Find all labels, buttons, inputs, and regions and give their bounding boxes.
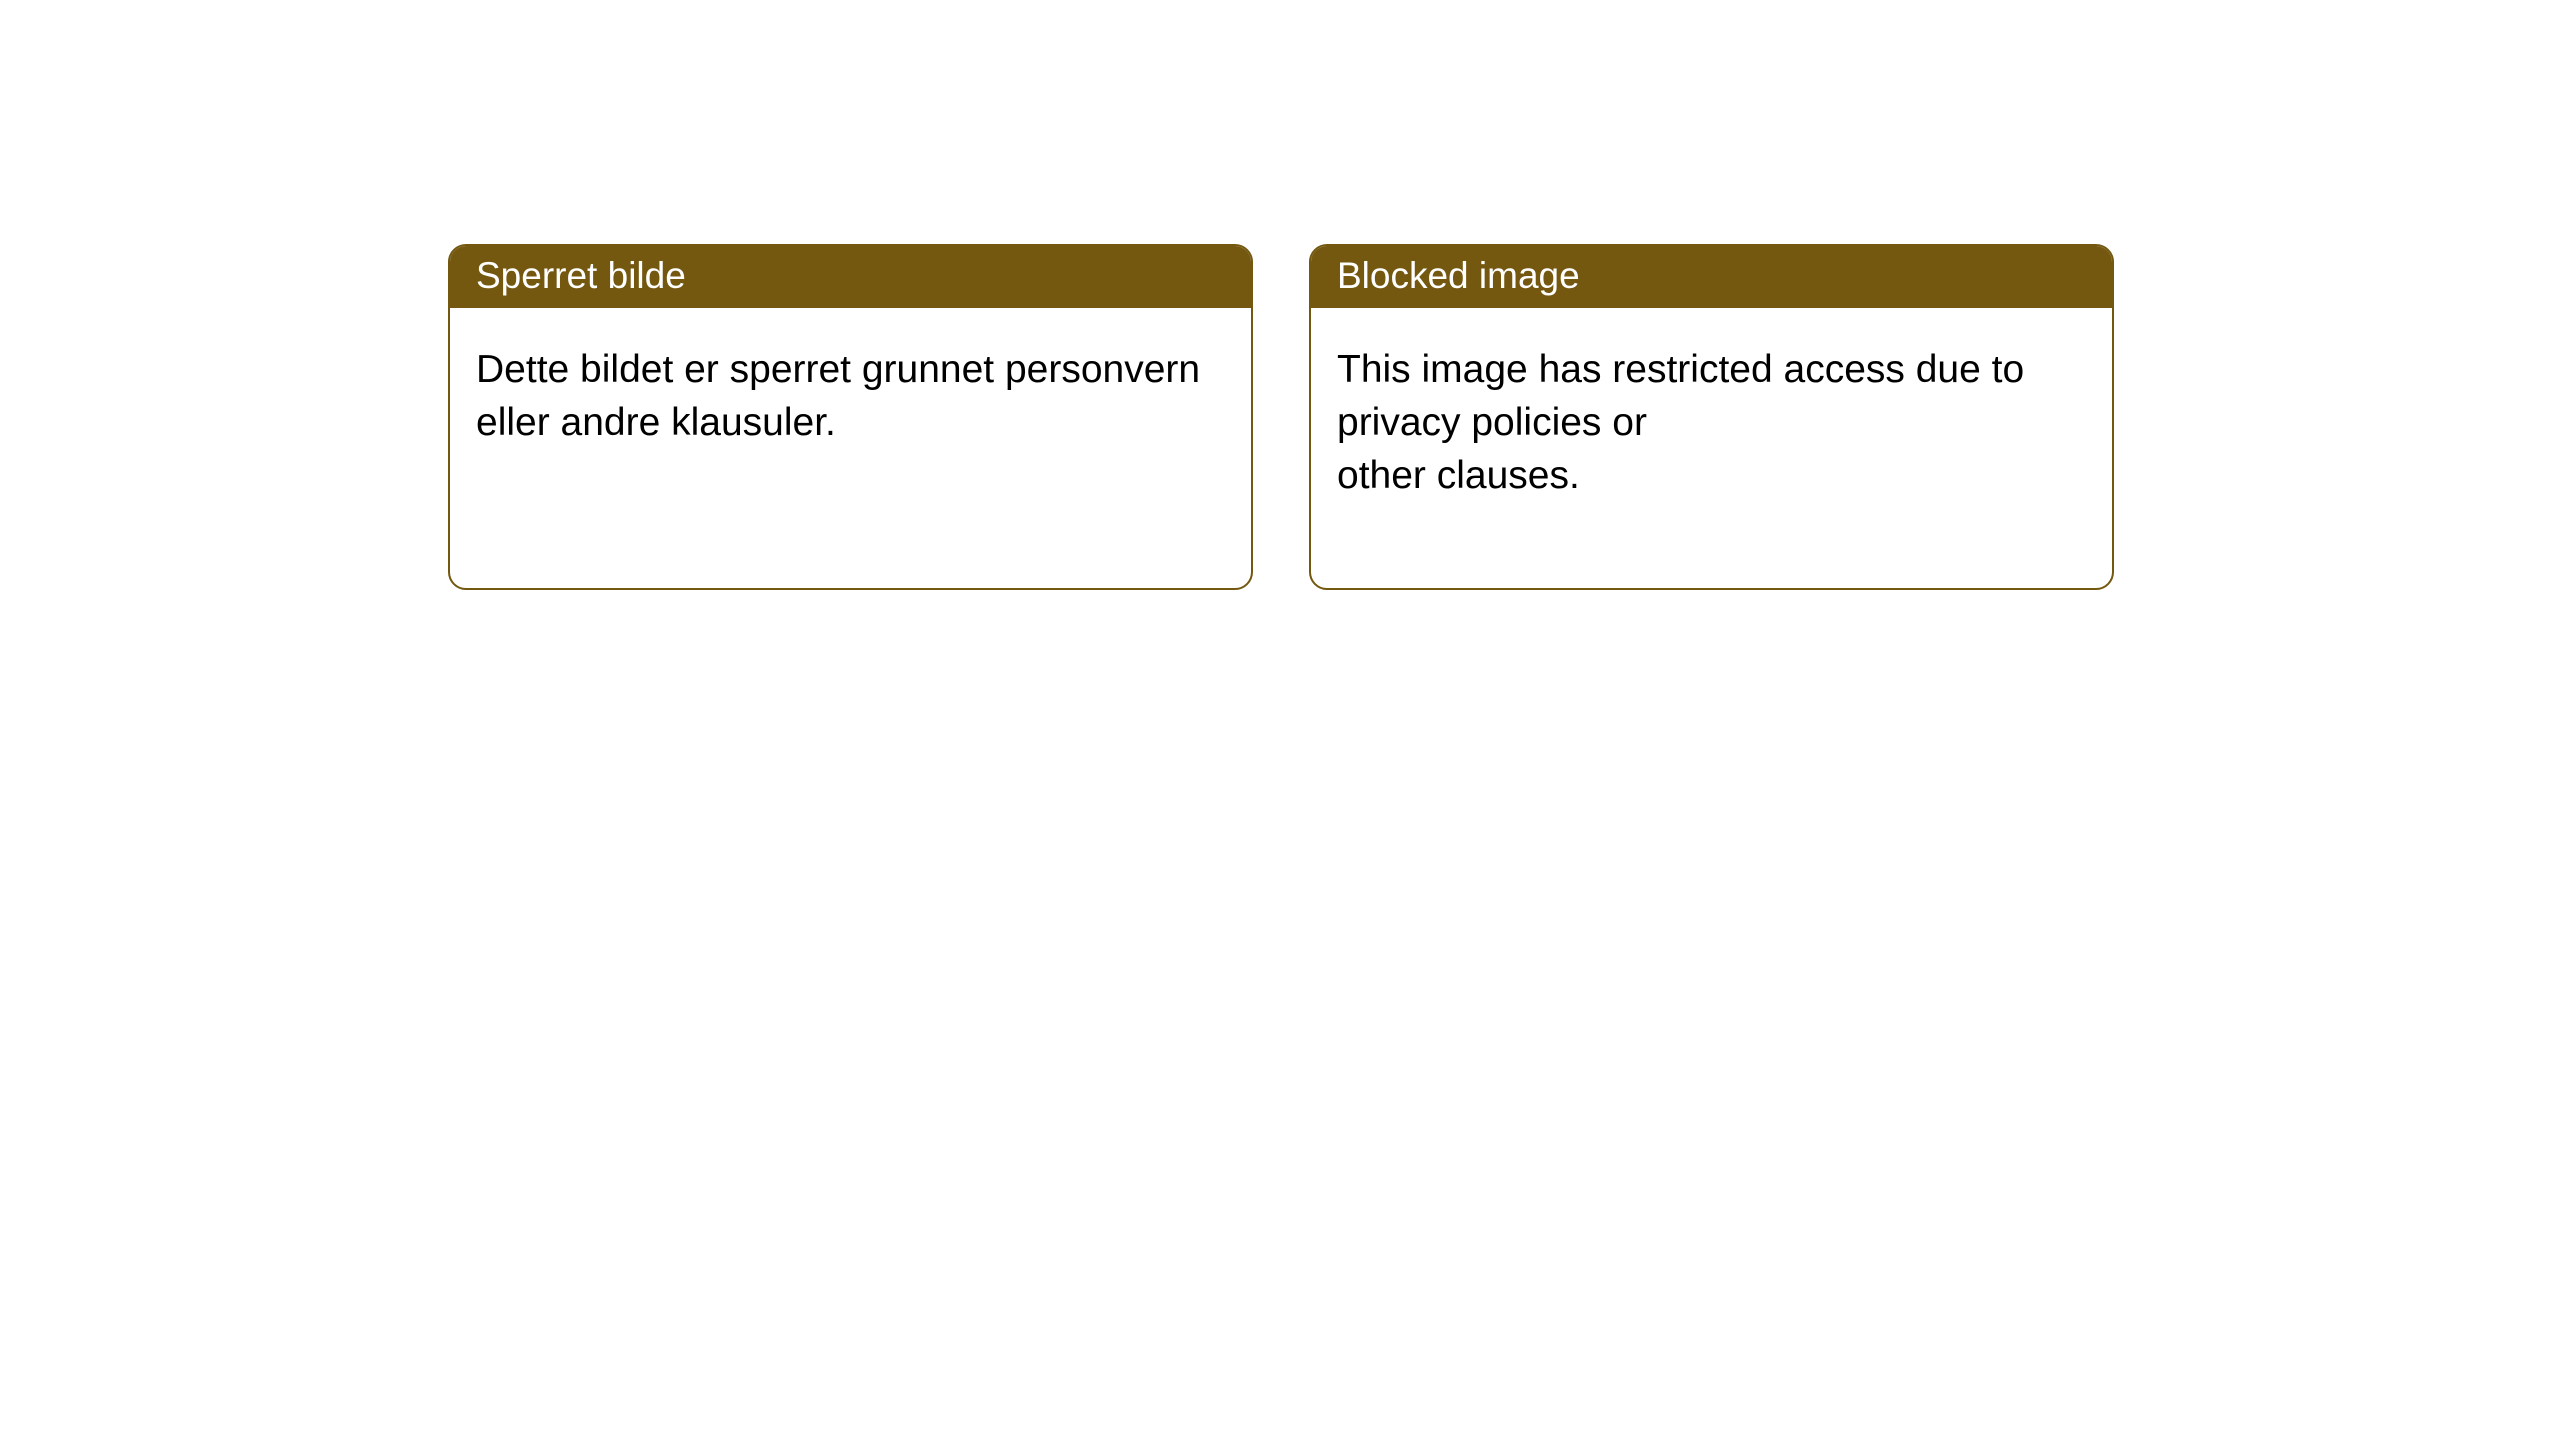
notice-body-norwegian: Dette bildet er sperret grunnet personve… bbox=[450, 308, 1251, 588]
notice-header-english: Blocked image bbox=[1311, 246, 2112, 308]
notice-card-english: Blocked image This image has restricted … bbox=[1309, 244, 2114, 590]
notice-container: Sperret bilde Dette bildet er sperret gr… bbox=[0, 0, 2560, 590]
notice-header-norwegian: Sperret bilde bbox=[450, 246, 1251, 308]
notice-body-english: This image has restricted access due to … bbox=[1311, 308, 2112, 588]
notice-card-norwegian: Sperret bilde Dette bildet er sperret gr… bbox=[448, 244, 1253, 590]
